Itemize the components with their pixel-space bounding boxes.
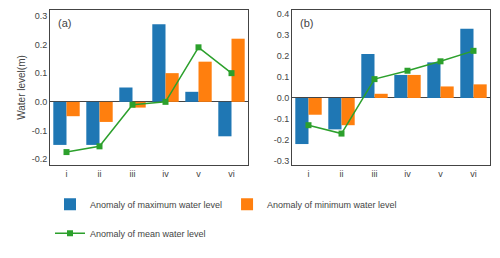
svg-text:0.0: 0.0	[35, 97, 48, 107]
svg-text:iii: iii	[372, 169, 378, 179]
svg-text:i: i	[66, 169, 68, 179]
svg-text:0.3: 0.3	[35, 11, 48, 21]
svg-text:-0.2: -0.2	[32, 154, 48, 164]
svg-text:ii: ii	[340, 169, 344, 179]
svg-text:Anomaly of minimum water level: Anomaly of minimum water level	[267, 200, 397, 210]
svg-text:vi: vi	[470, 169, 477, 179]
svg-text:iv: iv	[162, 169, 169, 179]
svg-text:0.1: 0.1	[277, 72, 290, 82]
svg-text:-0.2: -0.2	[274, 135, 290, 145]
svg-text:iii: iii	[130, 169, 136, 179]
svg-text:Anomaly of maximum water level: Anomaly of maximum water level	[90, 200, 222, 210]
svg-text:0.2: 0.2	[277, 51, 290, 61]
svg-text:0.2: 0.2	[35, 40, 48, 50]
svg-text:0.3: 0.3	[277, 30, 290, 40]
svg-text:Anomaly of mean water level: Anomaly of mean water level	[90, 229, 206, 239]
svg-text:0.0: 0.0	[277, 93, 290, 103]
svg-text:(a): (a)	[58, 17, 71, 29]
svg-text:(b): (b)	[300, 17, 313, 29]
svg-text:ii: ii	[98, 169, 102, 179]
svg-text:Water level(m): Water level(m)	[16, 55, 27, 120]
svg-text:-0.1: -0.1	[274, 114, 290, 124]
svg-text:0.4: 0.4	[277, 9, 290, 19]
svg-text:-0.3: -0.3	[274, 156, 290, 166]
svg-text:vi: vi	[228, 169, 235, 179]
svg-text:iv: iv	[404, 169, 411, 179]
svg-text:-0.1: -0.1	[32, 126, 48, 136]
svg-text:v: v	[196, 169, 201, 179]
svg-text:v: v	[438, 169, 443, 179]
svg-text:i: i	[308, 169, 310, 179]
svg-text:0.1: 0.1	[35, 68, 48, 78]
